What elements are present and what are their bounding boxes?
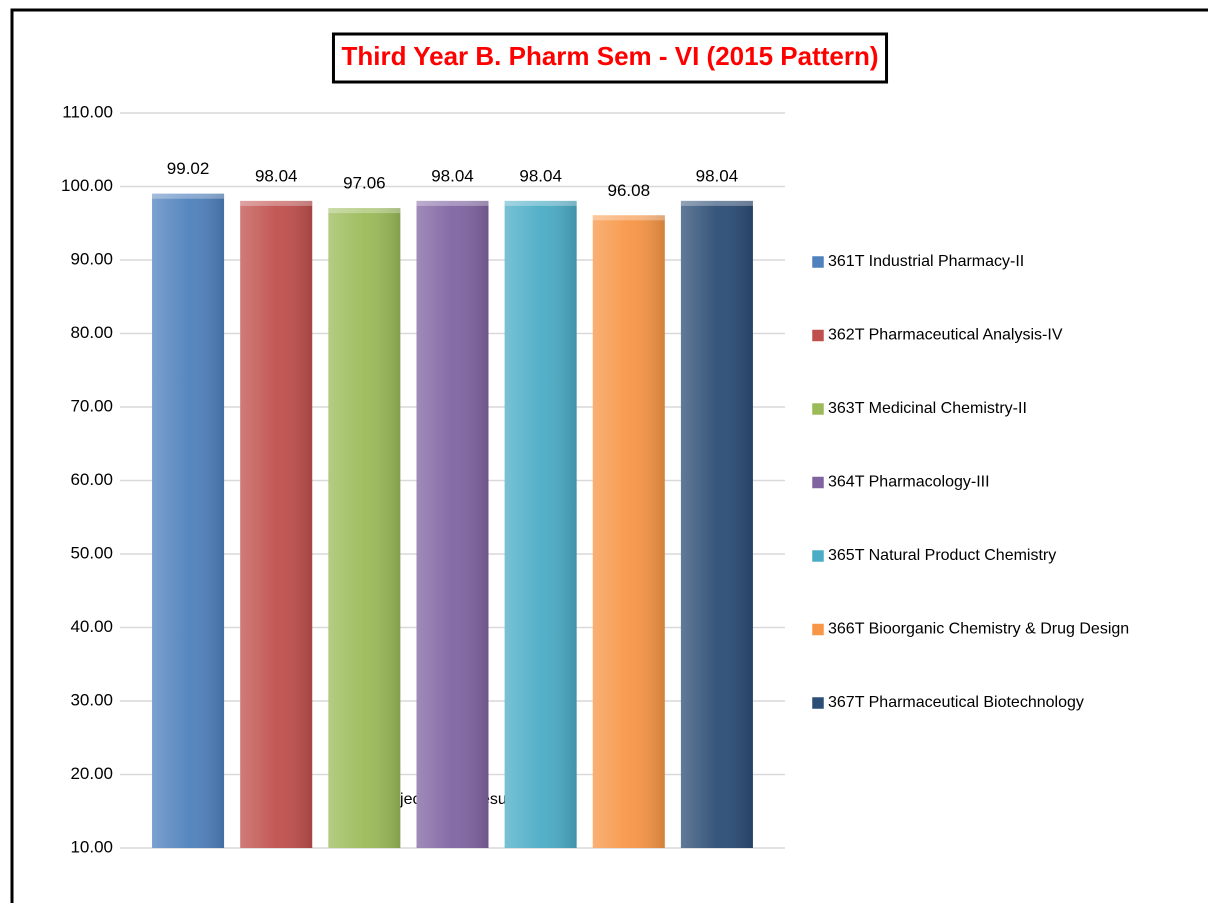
value-label: 98.04 — [431, 166, 474, 185]
legend-label: 367T Pharmaceutical Biotechnology — [828, 694, 1084, 711]
bar-shine — [592, 215, 665, 848]
bar-shine — [328, 208, 401, 848]
y-tick-label: 20.00 — [70, 764, 113, 783]
value-label: 97.06 — [343, 174, 386, 193]
legend-swatch — [811, 255, 825, 269]
title-box — [331, 32, 889, 84]
legend-swatch — [811, 402, 825, 416]
legend-swatch — [811, 623, 825, 636]
legend-swatch — [811, 696, 825, 710]
y-tick-label: 90.00 — [70, 249, 113, 268]
y-tick-label: 80.00 — [70, 323, 113, 342]
y-tick-label: 30.00 — [70, 690, 113, 709]
legend-label: 363T Medicinal Chemistry-II — [828, 400, 1027, 417]
bar-cap — [240, 200, 313, 206]
bar-cap — [680, 200, 753, 206]
bar-shine — [152, 193, 225, 848]
chart-title: Third Year B. Pharm Sem - VI (2015 Patte… — [341, 41, 878, 71]
legend-swatch — [811, 476, 825, 489]
bar-cap — [416, 200, 489, 206]
y-tick-label: 100.00 — [61, 176, 113, 195]
value-label: 98.04 — [696, 166, 739, 185]
value-label: 98.04 — [519, 166, 562, 185]
legend-label: 362T Pharmaceutical Analysis-IV — [828, 327, 1063, 344]
legend-swatch — [811, 549, 825, 563]
legend-label: 366T Bioorganic Chemistry & Drug Design — [828, 621, 1129, 638]
value-label: 96.08 — [608, 181, 651, 200]
value-label: 98.04 — [255, 166, 298, 185]
bar-shine — [504, 200, 577, 848]
legend-label: 361T Industrial Pharmacy-II — [828, 253, 1024, 270]
bar-cap — [504, 200, 577, 206]
bar-shine — [240, 200, 313, 848]
y-tick-label: 110.00 — [62, 102, 113, 121]
bar-shine — [680, 200, 753, 848]
bar-cap — [152, 193, 225, 199]
y-tick-label: 70.00 — [70, 396, 113, 415]
y-tick-label: 60.00 — [70, 470, 113, 489]
y-tick-label: 10.00 — [70, 837, 113, 856]
value-label: 99.02 — [167, 159, 210, 178]
bar-shine — [416, 200, 489, 848]
y-tick-label: 40.00 — [70, 617, 113, 636]
legend-label: 365T Natural Product Chemistry — [828, 547, 1056, 564]
bar-cap — [592, 215, 665, 221]
legend-label: 364T Pharmacology-III — [828, 474, 990, 491]
y-tick-label: 50.00 — [70, 543, 113, 562]
legend-swatch — [811, 329, 825, 342]
bar-cap — [328, 208, 401, 214]
chart-border — [10, 8, 1208, 903]
